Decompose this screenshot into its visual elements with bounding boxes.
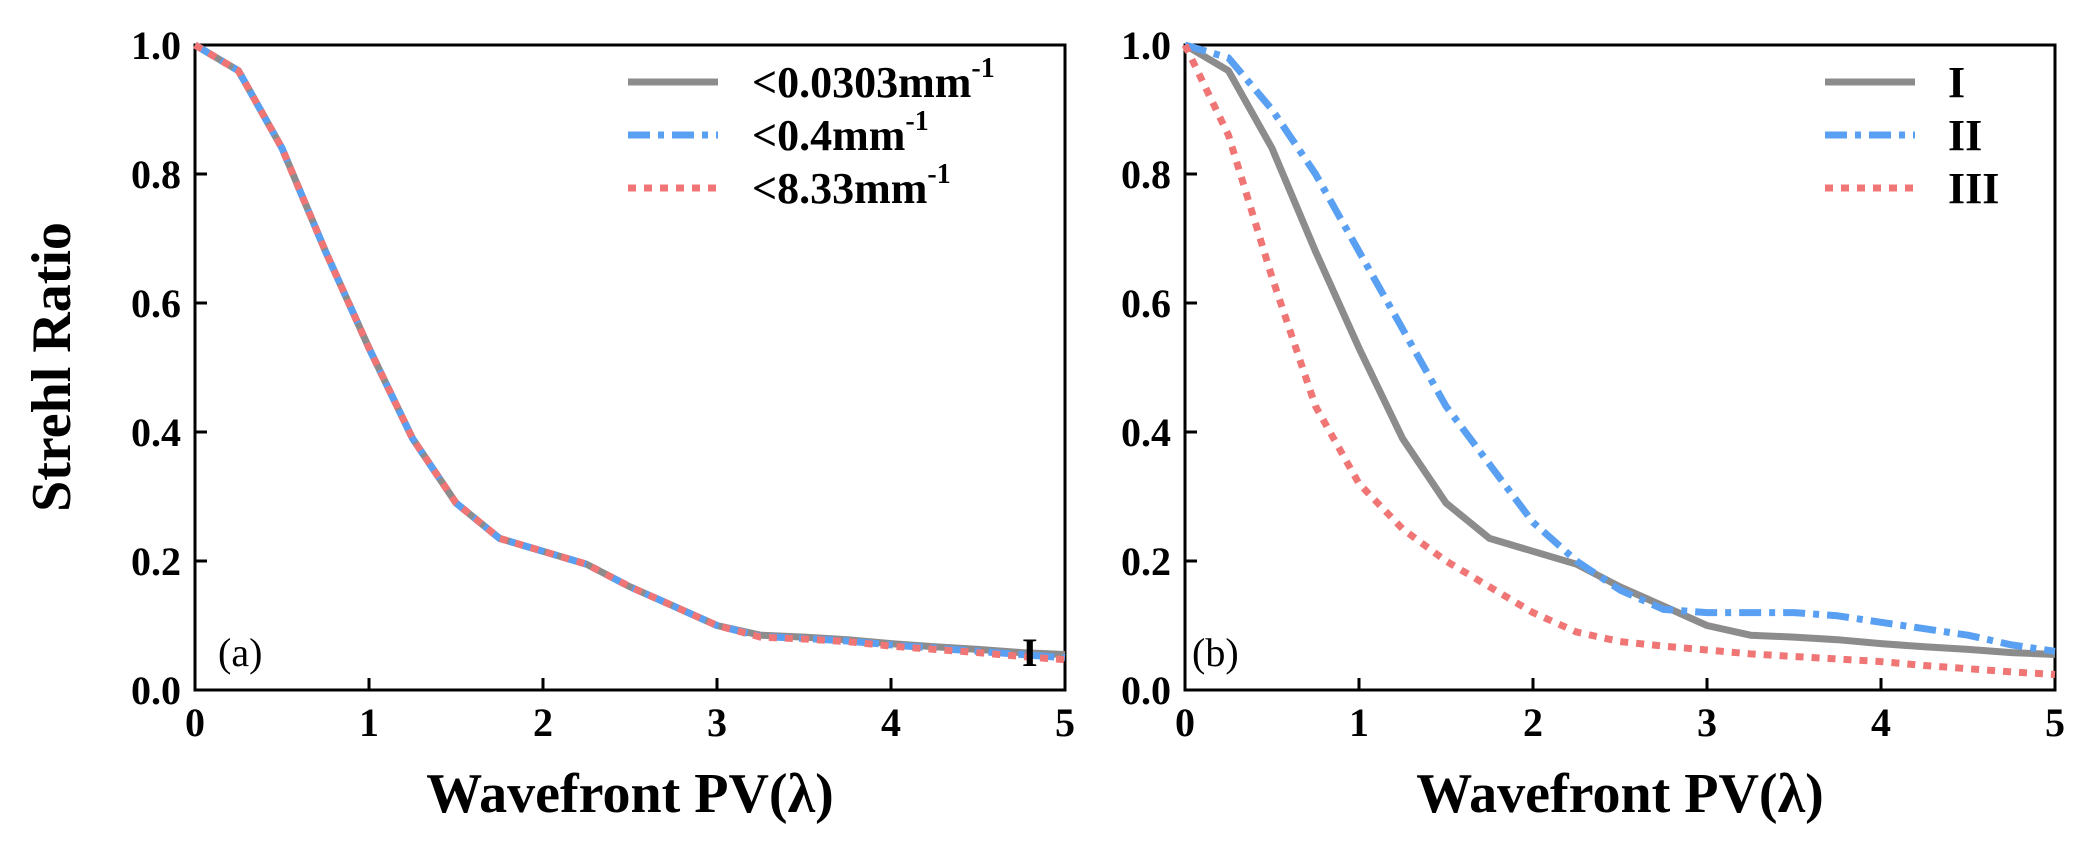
panel-b-x-tick-label-5: 5: [2045, 700, 2065, 745]
panel-b-y-tick-label-3: 0.6: [1121, 281, 1171, 326]
panel-a-y-tick-label-0: 0.0: [131, 668, 181, 713]
panel-a-y-tick-label-3: 0.6: [131, 281, 181, 326]
panel-a-x-tick-label-0: 0: [185, 700, 205, 745]
panel-a-x-tick-label-2: 2: [533, 700, 553, 745]
panel-b-x-tick-label-3: 3: [1697, 700, 1717, 745]
panel-b-legend-label-1: I: [1948, 58, 1965, 107]
panel-b-x-tick-label-0: 0: [1175, 700, 1195, 745]
panel-b: 0 1 2 3 4 5 0.0 0.2 0.4 0.6 0.8 1.0 (b) Wavefront P…: [1121, 23, 2065, 825]
panel-b-ticks: 0 1 2 3 4 5 0.0 0.2 0.4 0.6 0.8 1.0: [1121, 23, 2065, 745]
panel-b-y-tick-label-1: 0.2: [1121, 539, 1171, 584]
panel-b-x-axis-title: Wavefront PV(λ): [1416, 763, 1824, 825]
panel-a-legend-label-1: <0.0303mm-1: [752, 53, 995, 107]
panel-b-y-tick-label-2: 0.4: [1121, 410, 1171, 455]
panel-a-legend: <0.0303mm-1 <0.4mm-1 <8.33mm-1: [628, 53, 995, 213]
panel-a-legend-label-2: <0.4mm-1: [752, 106, 929, 160]
panel-a-x-tick-label-4: 4: [881, 700, 901, 745]
panel-b-plot-frame: [1183, 43, 2057, 692]
panel-b-legend-label-2: II: [1948, 111, 1982, 160]
panel-a-x-tick-label-1: 1: [359, 700, 379, 745]
panel-a-plot-frame: [193, 43, 1067, 692]
panel-b-series-line-3: [1181, 43, 2056, 678]
panel-a-y-axis-title: Strehl Ratio: [21, 222, 83, 512]
panel-b-label: (b): [1192, 630, 1239, 675]
panel-a-curve-tag: I: [1022, 630, 1038, 675]
panel-a-x-tick-label-3: 3: [707, 700, 727, 745]
panel-b-x-tick-label-2: 2: [1523, 700, 1543, 745]
panel-b-series: [1181, 41, 2056, 678]
panel-a-legend-label-3: <8.33mm-1: [752, 159, 951, 213]
panel-b-legend-label-3: III: [1948, 164, 1999, 213]
panel-b-y-tick-label-4: 0.8: [1121, 152, 1171, 197]
panel-a-y-tick-label-1: 0.2: [131, 539, 181, 584]
panel-b-y-tick-label-0: 0.0: [1121, 668, 1171, 713]
panel-b-x-tick-label-4: 4: [1871, 700, 1891, 745]
panel-a-y-tick-label-5: 1.0: [131, 23, 181, 68]
panel-a: 0 1 2 3 4 5 0.0 0.2 0.4 0.6 0.8 1.0 (a) I Wavefront…: [21, 23, 1075, 825]
panel-b-series-line-2: [1184, 41, 2056, 655]
panel-b-y-tick-label-5: 1.0: [1121, 23, 1171, 68]
panel-b-legend: I II III: [1825, 58, 1999, 213]
panel-b-x-tick-label-1: 1: [1349, 700, 1369, 745]
panel-a-ticks: 0 1 2 3 4 5 0.0 0.2 0.4 0.6 0.8 1.0: [131, 23, 1075, 745]
panel-a-series-line-3: [193, 41, 1066, 664]
panel-a-x-tick-label-5: 5: [1055, 700, 1075, 745]
panel-a-y-tick-label-4: 0.8: [131, 152, 181, 197]
panel-a-y-tick-label-2: 0.4: [131, 410, 181, 455]
panel-a-label: (a): [218, 630, 262, 675]
panel-a-x-axis-title: Wavefront PV(λ): [426, 763, 834, 825]
panel-b-series-line-1: [1183, 41, 2056, 658]
panel-a-series: [193, 41, 1066, 664]
